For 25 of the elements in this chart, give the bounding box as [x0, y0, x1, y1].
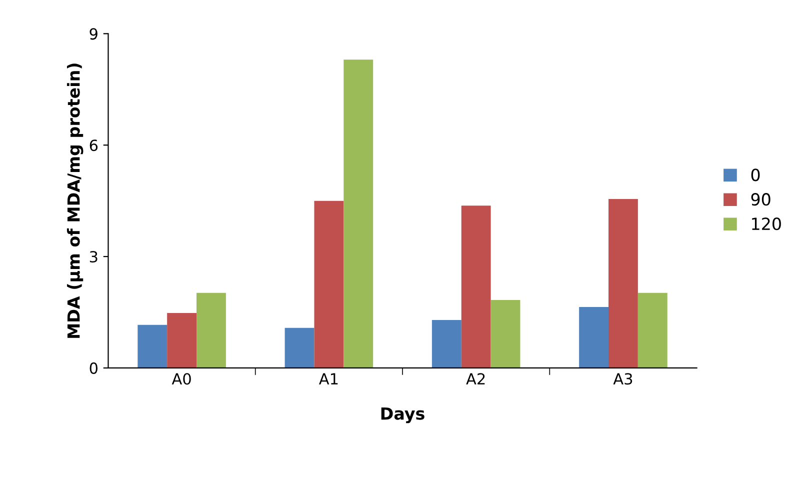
bar: [490, 300, 520, 368]
x-axis-title: Days: [381, 407, 424, 424]
legend-label: 120: [752, 218, 781, 230]
bar: [461, 206, 491, 368]
y-tick-label: 6: [90, 140, 98, 152]
x-tick-label: A3: [613, 373, 632, 385]
bar: [638, 292, 668, 368]
x-tick-label: A0: [172, 373, 191, 385]
y-tick-label: 9: [90, 28, 98, 40]
bar: [284, 328, 314, 368]
legend-label: 90: [751, 193, 770, 206]
legend-label: 0: [751, 168, 760, 182]
bar: [196, 292, 226, 368]
bar: [579, 307, 608, 368]
bar: [167, 312, 197, 368]
y-tick-label: 0: [90, 362, 98, 374]
y-tick-label: 3: [90, 251, 98, 263]
bar: [138, 324, 168, 368]
bar: [608, 198, 638, 368]
bar: [314, 200, 344, 368]
x-tick-label: A1: [318, 373, 338, 384]
bar: [432, 320, 462, 368]
y-axis-title: MDA (µm of MDA/mg protein): [66, 64, 84, 338]
x-tick-label: A2: [466, 373, 485, 384]
bar: [344, 60, 374, 368]
